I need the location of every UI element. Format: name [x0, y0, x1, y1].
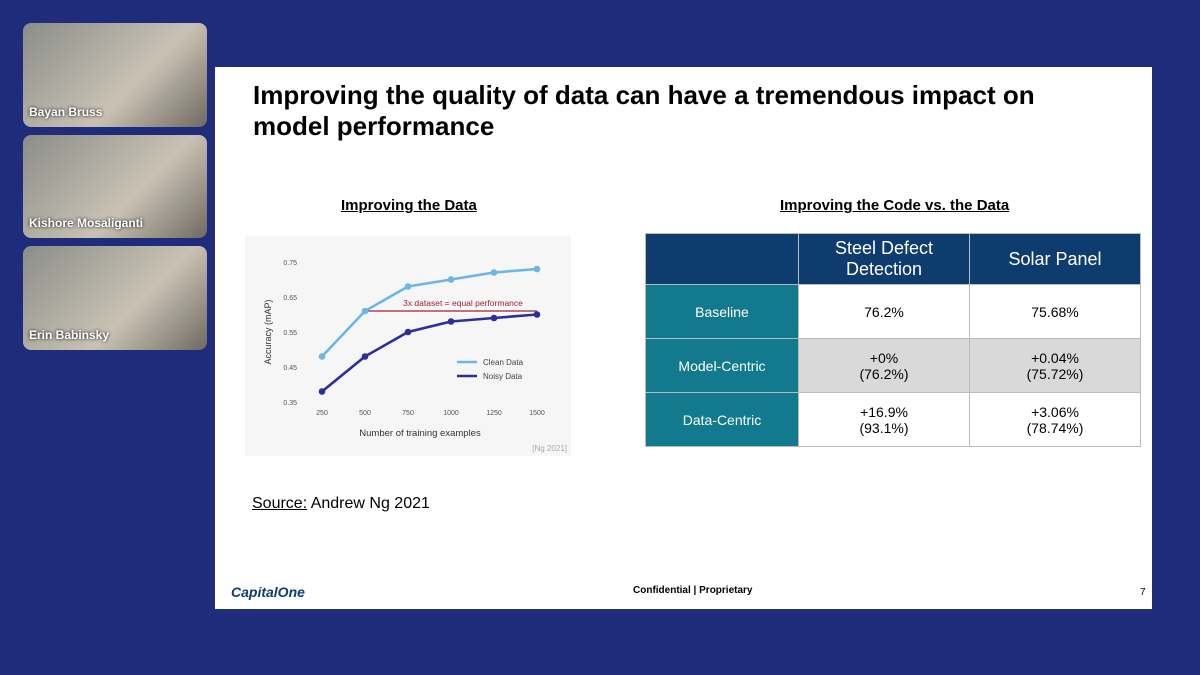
row-label: Data-Centric [645, 392, 799, 447]
row-label: Baseline [645, 284, 799, 339]
data-point [404, 328, 412, 336]
x-axis-label: Number of training examples [359, 428, 481, 439]
table-row: Data-Centric +16.9% (93.1%) +3.06% (78.74%) [645, 392, 1141, 447]
y-tick-label: 0.55 [283, 330, 297, 337]
row-label: Model-Centric [645, 338, 799, 393]
y-tick-label: 0.65 [283, 295, 297, 302]
table-row: Model-Centric +0% (76.2%) +0.04% (75.72%) [645, 338, 1141, 393]
data-point [318, 353, 326, 360]
x-tick-label: 1000 [443, 410, 459, 417]
slide: Improving the quality of data can have a… [215, 67, 1152, 609]
cell-line: (78.74%) [1026, 419, 1084, 436]
chart: 0.35 0.45 0.55 0.65 0.75 250 500 750 1000 1250 150… [245, 236, 571, 456]
column-header: Steel Defect Detection [798, 233, 970, 285]
video-tile: Bayan Bruss [23, 23, 207, 127]
data-point [404, 283, 412, 290]
cell-line: +0.04% [1031, 349, 1079, 366]
x-tick-label: 750 [402, 410, 414, 417]
series-line [321, 267, 538, 358]
column-header: Solar Panel [969, 233, 1141, 285]
x-tick-label: 250 [316, 410, 328, 417]
participant-name: Bayan Bruss [29, 105, 103, 119]
slide-title: Improving the quality of data can have a… [253, 80, 1035, 141]
cell-line: (75.72%) [1026, 365, 1084, 382]
legend-entry: Clean Data [483, 358, 524, 367]
video-tile: Erin Babinsky [23, 246, 207, 350]
cell-line: +0% [869, 349, 899, 366]
data-point [447, 276, 455, 283]
y-tick-label: 0.35 [283, 400, 297, 407]
annotation: 3x dataset = equal performance [403, 298, 523, 308]
footer: Confidential | Proprietary [633, 585, 753, 596]
table-cell: +0% (76.2%) [798, 338, 970, 393]
x-tick-label: 500 [359, 410, 371, 417]
cell-line: +16.9% [860, 403, 908, 420]
data-point [318, 388, 326, 395]
cell-line: (76.2%) [859, 365, 909, 382]
cell-line: +3.06% [1031, 403, 1079, 420]
participant-name: Erin Babinsky [29, 328, 110, 342]
source: Source: Andrew Ng 2021 [252, 495, 430, 513]
page-number: 7 [1140, 587, 1146, 598]
y-tick-label: 0.75 [283, 260, 297, 267]
table-cell: +3.06% (78.74%) [969, 392, 1141, 447]
x-tick-label: 1250 [486, 410, 502, 417]
cell-line: (93.1%) [859, 419, 909, 436]
x-tick-label: 1500 [529, 410, 545, 417]
video-tile: Kishore Mosaliganti [23, 135, 207, 238]
logo: CapitalOne [231, 584, 305, 600]
y-axis-label: Accuracy (mAP) [263, 299, 273, 364]
data-point [490, 314, 498, 322]
corner-cell [645, 233, 799, 285]
table-cell: 75.68% [969, 284, 1141, 339]
data-point [490, 269, 498, 276]
legend-entry: Noisy Data [483, 372, 523, 381]
table-cell: +0.04% (75.72%) [969, 338, 1141, 393]
comparison-table: Steel Defect Detection Solar Panel Baselin… [645, 233, 1141, 447]
data-point [361, 353, 369, 360]
section-heading: Improving the Data [341, 197, 477, 214]
data-point [533, 311, 541, 318]
series-line [321, 313, 538, 393]
data-point [533, 265, 541, 273]
y-tick-label: 0.45 [283, 365, 297, 372]
header-row: Steel Defect Detection Solar Panel [645, 233, 1141, 285]
table-row: Baseline 76.2% 75.68% [645, 284, 1141, 339]
table-cell: 76.2% [798, 284, 970, 339]
source-text: Andrew Ng 2021 [310, 495, 430, 512]
data-point [361, 307, 369, 315]
source-label: Source: [252, 495, 308, 512]
section-heading: Improving the Code vs. the Data [780, 197, 1010, 214]
table-cell: +16.9% (93.1%) [798, 392, 970, 447]
citation: [Ng 2021] [532, 444, 567, 453]
cell-line: 76.2% [864, 303, 904, 320]
participant-name: Kishore Mosaliganti [29, 216, 144, 230]
cell-line: 75.68% [1031, 303, 1079, 320]
data-point [447, 318, 455, 325]
